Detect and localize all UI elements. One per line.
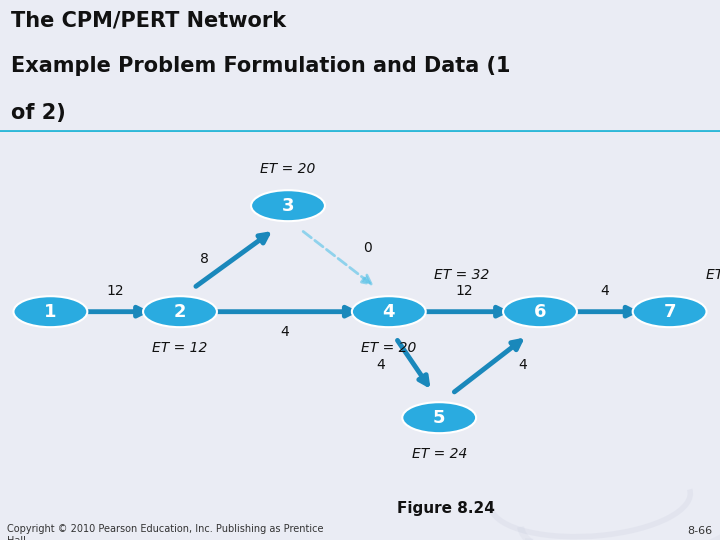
Ellipse shape bbox=[251, 190, 325, 221]
Text: Copyright © 2010 Pearson Education, Inc. Publishing as Prentice: Copyright © 2010 Pearson Education, Inc.… bbox=[7, 524, 324, 534]
Ellipse shape bbox=[633, 296, 706, 327]
Text: Hall: Hall bbox=[7, 536, 26, 540]
Text: 7: 7 bbox=[663, 303, 676, 321]
Text: 4: 4 bbox=[600, 284, 609, 298]
Text: The CPM/PERT Network: The CPM/PERT Network bbox=[11, 11, 286, 31]
Text: 4: 4 bbox=[382, 303, 395, 321]
Text: 4: 4 bbox=[377, 357, 385, 372]
Text: 0: 0 bbox=[364, 241, 372, 255]
Text: 2: 2 bbox=[174, 303, 186, 321]
Text: ET = 20: ET = 20 bbox=[361, 341, 416, 355]
Text: ET = 12: ET = 12 bbox=[153, 341, 207, 355]
Ellipse shape bbox=[352, 296, 426, 327]
Text: of 2): of 2) bbox=[11, 103, 66, 123]
Text: 8: 8 bbox=[200, 252, 209, 266]
Text: 12: 12 bbox=[456, 284, 473, 298]
Text: 4: 4 bbox=[518, 357, 527, 372]
Text: 6: 6 bbox=[534, 303, 546, 321]
Ellipse shape bbox=[143, 296, 217, 327]
Text: 12: 12 bbox=[107, 284, 124, 298]
Text: ET = 32: ET = 32 bbox=[434, 268, 490, 282]
Ellipse shape bbox=[14, 296, 87, 327]
Text: 3: 3 bbox=[282, 197, 294, 215]
Text: 4: 4 bbox=[280, 325, 289, 339]
Text: 5: 5 bbox=[433, 409, 446, 427]
Text: ET = 24: ET = 24 bbox=[412, 447, 467, 461]
Text: 1: 1 bbox=[44, 303, 57, 321]
Text: ET = 20: ET = 20 bbox=[261, 162, 315, 176]
Text: Example Problem Formulation and Data (1: Example Problem Formulation and Data (1 bbox=[11, 56, 510, 76]
Text: Figure 8.24: Figure 8.24 bbox=[397, 501, 495, 516]
Text: ET = 36: ET = 36 bbox=[706, 268, 720, 282]
Ellipse shape bbox=[402, 402, 476, 433]
Text: 8-66: 8-66 bbox=[688, 526, 713, 536]
Ellipse shape bbox=[503, 296, 577, 327]
